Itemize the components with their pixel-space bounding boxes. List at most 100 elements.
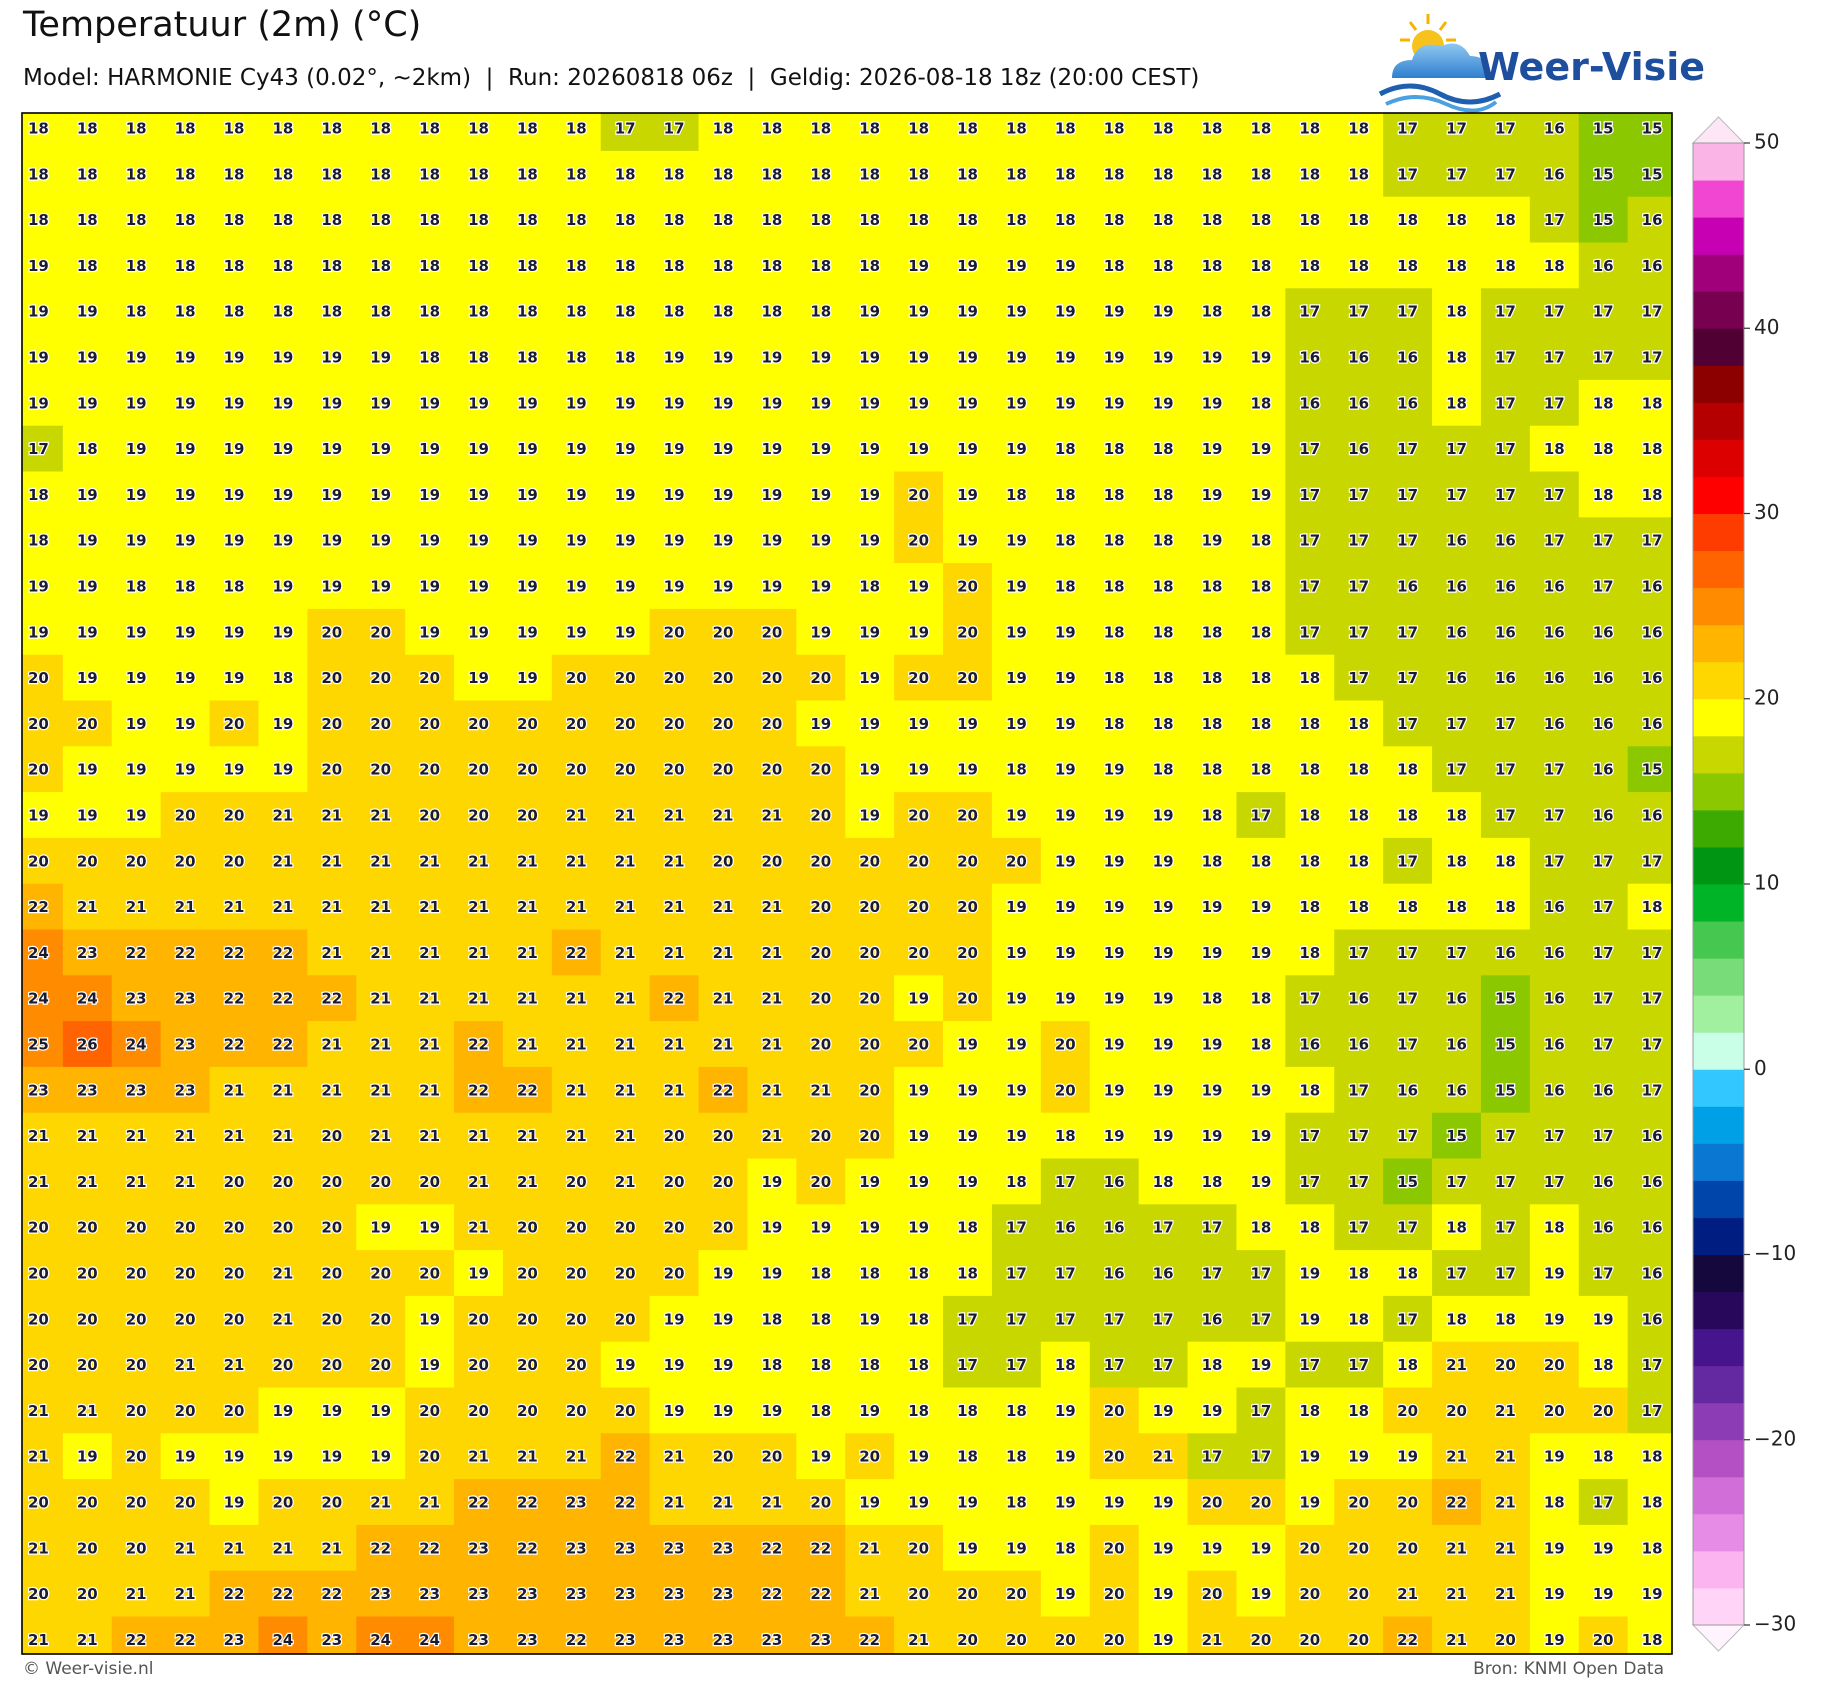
temperature-cell xyxy=(307,700,357,747)
temperature-cell xyxy=(62,792,113,839)
temperature-label: 19 xyxy=(224,1494,245,1512)
temperature-cell xyxy=(1187,1524,1238,1572)
temperature-cell xyxy=(160,471,211,518)
temperature-cell xyxy=(1285,1524,1335,1572)
temperature-cell xyxy=(209,1204,260,1251)
temperature-label: 21 xyxy=(566,898,587,916)
temperature-label: 19 xyxy=(468,440,489,458)
temperature-label: 19 xyxy=(1153,807,1174,825)
temperature-cell xyxy=(160,425,211,473)
temperature-label: 19 xyxy=(126,623,147,641)
temperature-label: 17 xyxy=(1642,1081,1663,1099)
temperature-cell xyxy=(258,1250,308,1297)
temperature-label: 23 xyxy=(468,1539,489,1557)
temperature-cell xyxy=(796,975,846,1022)
temperature-cell xyxy=(111,471,162,518)
temperature-cell xyxy=(747,700,797,747)
temperature-cell xyxy=(894,1250,944,1297)
temperature-label: 18 xyxy=(1055,1127,1076,1145)
temperature-label: 19 xyxy=(810,1219,831,1237)
temperature-cell xyxy=(698,1570,749,1618)
temperature-cell xyxy=(991,883,1042,931)
temperature-cell xyxy=(649,929,700,976)
temperature-label: 22 xyxy=(517,1081,538,1099)
temperature-label: 20 xyxy=(517,1265,538,1283)
temperature-label: 19 xyxy=(1250,1356,1271,1374)
temperature-label: 21 xyxy=(566,1081,587,1099)
temperature-label: 19 xyxy=(175,623,196,641)
temperature-cell xyxy=(649,563,700,610)
temperature-label: 18 xyxy=(175,257,196,275)
temperature-label: 19 xyxy=(1153,1127,1174,1145)
temperature-label: 23 xyxy=(713,1631,734,1649)
temperature-cell xyxy=(160,608,211,656)
temperature-cell xyxy=(405,242,455,289)
temperature-label: 19 xyxy=(272,394,293,412)
temperature-cell xyxy=(796,1616,846,1654)
temperature-label: 17 xyxy=(1593,1265,1614,1283)
temperature-cell xyxy=(502,242,553,289)
temperature-cell xyxy=(943,654,993,702)
temperature-cell xyxy=(454,1341,504,1389)
temperature-cell xyxy=(62,1112,113,1160)
temperature-cell xyxy=(1089,196,1140,244)
temperature-label: 19 xyxy=(28,623,49,641)
temperature-label: 19 xyxy=(859,715,880,733)
temperature-label: 19 xyxy=(908,257,929,275)
temperature-cell xyxy=(356,929,406,976)
temperature-label: 20 xyxy=(370,1310,391,1328)
colorbar-band xyxy=(1693,291,1744,329)
temperature-label: 18 xyxy=(713,211,734,229)
temperature-label: 18 xyxy=(370,120,391,138)
temperature-label: 19 xyxy=(615,1356,636,1374)
temperature-cell xyxy=(1138,1341,1189,1389)
temperature-label: 18 xyxy=(1348,1402,1369,1420)
temperature-label: 21 xyxy=(664,1036,685,1054)
temperature-cell xyxy=(1480,563,1531,610)
temperature-cell xyxy=(600,1433,651,1480)
temperature-cell xyxy=(747,425,797,473)
temperature-cell xyxy=(62,1616,113,1654)
temperature-cell xyxy=(1383,334,1433,381)
temperature-label: 21 xyxy=(224,1539,245,1557)
temperature-cell xyxy=(600,1021,651,1068)
temperature-cell xyxy=(943,334,993,381)
temperature-cell xyxy=(405,1433,455,1480)
temperature-label: 21 xyxy=(419,944,440,962)
temperature-cell xyxy=(1383,1616,1433,1654)
temperature-label: 18 xyxy=(1642,1448,1663,1466)
temperature-cell xyxy=(991,113,1042,152)
temperature-cell xyxy=(1040,608,1091,656)
temperature-label: 19 xyxy=(1250,1127,1271,1145)
temperature-label: 19 xyxy=(1055,1585,1076,1603)
temperature-cell xyxy=(258,1341,308,1389)
temperature-label: 16 xyxy=(1544,944,1565,962)
temperature-label: 18 xyxy=(1397,211,1418,229)
temperature-label: 19 xyxy=(713,440,734,458)
temperature-label: 15 xyxy=(1593,211,1614,229)
colorbar-tick-label: 10 xyxy=(1754,871,1779,895)
temperature-label: 20 xyxy=(664,623,685,641)
temperature-cell xyxy=(796,1112,846,1160)
temperature-cell xyxy=(1285,1250,1335,1297)
temperature-cell xyxy=(845,471,895,518)
temperature-cell xyxy=(1480,929,1531,976)
temperature-label: 18 xyxy=(1348,852,1369,870)
temperature-label: 19 xyxy=(908,761,929,779)
temperature-label: 19 xyxy=(664,1356,685,1374)
temperature-label: 19 xyxy=(1104,303,1125,321)
temperature-cell xyxy=(1040,746,1091,793)
temperature-cell xyxy=(796,563,846,610)
temperature-cell xyxy=(845,113,895,152)
temperature-cell xyxy=(1334,1295,1384,1343)
temperature-cell xyxy=(1285,1112,1335,1160)
temperature-cell xyxy=(405,883,455,931)
temperature-label: 21 xyxy=(615,990,636,1008)
temperature-label: 23 xyxy=(370,1585,391,1603)
temperature-cell xyxy=(1334,1341,1384,1389)
temperature-cell xyxy=(502,334,553,381)
temperature-label: 17 xyxy=(1397,1310,1418,1328)
temperature-cell xyxy=(1627,883,1672,931)
temperature-cell xyxy=(62,288,113,335)
temperature-cell xyxy=(356,1387,406,1434)
